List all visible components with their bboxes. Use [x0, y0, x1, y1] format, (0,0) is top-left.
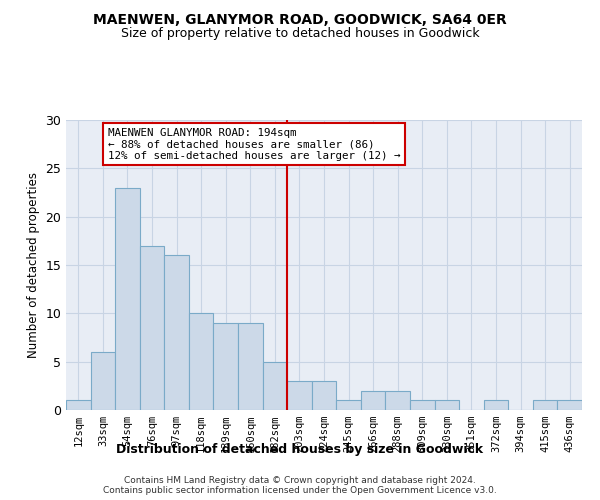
Bar [385, 390, 410, 410]
Bar [263, 362, 287, 410]
Text: Contains HM Land Registry data © Crown copyright and database right 2024.
Contai: Contains HM Land Registry data © Crown c… [103, 476, 497, 495]
Bar [533, 400, 557, 410]
Bar [336, 400, 361, 410]
Bar [189, 314, 214, 410]
Bar [557, 400, 582, 410]
Bar [214, 323, 238, 410]
Bar [361, 390, 385, 410]
Bar [115, 188, 140, 410]
Bar [238, 323, 263, 410]
Text: Distribution of detached houses by size in Goodwick: Distribution of detached houses by size … [116, 442, 484, 456]
Bar [410, 400, 434, 410]
Bar [140, 246, 164, 410]
Bar [312, 381, 336, 410]
Bar [287, 381, 312, 410]
Bar [484, 400, 508, 410]
Bar [66, 400, 91, 410]
Text: MAENWEN, GLANYMOR ROAD, GOODWICK, SA64 0ER: MAENWEN, GLANYMOR ROAD, GOODWICK, SA64 0… [93, 12, 507, 26]
Text: MAENWEN GLANYMOR ROAD: 194sqm
← 88% of detached houses are smaller (86)
12% of s: MAENWEN GLANYMOR ROAD: 194sqm ← 88% of d… [108, 128, 400, 161]
Y-axis label: Number of detached properties: Number of detached properties [27, 172, 40, 358]
Bar [164, 256, 189, 410]
Text: Size of property relative to detached houses in Goodwick: Size of property relative to detached ho… [121, 28, 479, 40]
Bar [434, 400, 459, 410]
Bar [91, 352, 115, 410]
